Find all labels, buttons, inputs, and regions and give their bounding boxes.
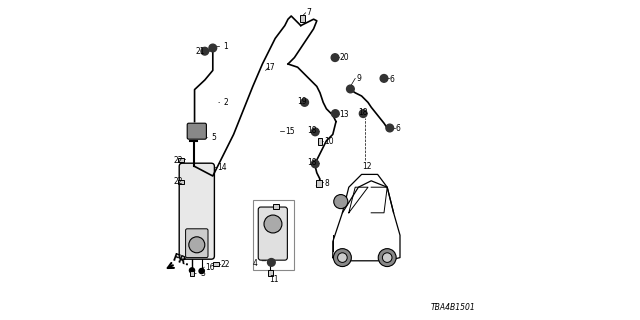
Bar — [273, 204, 279, 209]
Circle shape — [332, 110, 339, 117]
Text: 14: 14 — [217, 163, 227, 172]
Circle shape — [301, 99, 308, 106]
Text: 13: 13 — [339, 110, 349, 119]
Circle shape — [338, 253, 348, 262]
Circle shape — [199, 268, 204, 274]
Text: 1: 1 — [223, 42, 228, 51]
FancyBboxPatch shape — [187, 123, 206, 139]
Circle shape — [189, 268, 195, 273]
Circle shape — [332, 54, 339, 61]
Text: 11: 11 — [269, 276, 278, 284]
Text: 12: 12 — [362, 162, 372, 171]
Text: FR.: FR. — [170, 252, 191, 268]
Text: 22: 22 — [173, 177, 183, 186]
Text: 18: 18 — [358, 108, 367, 117]
Circle shape — [347, 85, 355, 93]
Bar — [316, 180, 322, 187]
Bar — [268, 270, 273, 276]
FancyBboxPatch shape — [179, 163, 214, 259]
Text: 8: 8 — [324, 179, 329, 188]
Text: TBA4B1501: TBA4B1501 — [431, 303, 475, 312]
Circle shape — [383, 253, 392, 262]
Bar — [317, 138, 323, 145]
Bar — [178, 180, 184, 184]
Bar — [190, 271, 194, 276]
Bar — [300, 15, 305, 22]
Circle shape — [380, 75, 388, 82]
Bar — [213, 262, 219, 266]
Text: 20: 20 — [339, 53, 349, 62]
Text: 6: 6 — [396, 124, 400, 133]
Text: 4: 4 — [253, 260, 258, 268]
Circle shape — [333, 249, 351, 267]
Text: 18: 18 — [307, 158, 317, 167]
Text: 5: 5 — [211, 133, 216, 142]
Text: 17: 17 — [266, 63, 275, 72]
Circle shape — [209, 44, 216, 52]
Circle shape — [360, 110, 367, 117]
Circle shape — [201, 47, 209, 55]
Text: 7: 7 — [307, 8, 312, 17]
Text: 19: 19 — [298, 97, 307, 106]
Text: 9: 9 — [356, 74, 361, 83]
Circle shape — [268, 259, 275, 266]
Circle shape — [189, 237, 205, 253]
Circle shape — [312, 160, 319, 168]
Circle shape — [386, 124, 394, 132]
Text: 10: 10 — [324, 137, 334, 146]
Text: 22: 22 — [221, 260, 230, 269]
Text: 22: 22 — [173, 156, 183, 164]
Circle shape — [334, 195, 348, 209]
Bar — [178, 158, 184, 162]
Text: 2: 2 — [223, 98, 228, 107]
Text: 6: 6 — [390, 75, 395, 84]
Circle shape — [378, 249, 396, 267]
Circle shape — [264, 215, 282, 233]
Circle shape — [312, 128, 319, 136]
Text: 21: 21 — [196, 47, 205, 56]
Text: 15: 15 — [285, 127, 294, 136]
Text: 3: 3 — [200, 269, 205, 278]
FancyBboxPatch shape — [259, 207, 287, 260]
Text: 16: 16 — [205, 263, 214, 272]
FancyBboxPatch shape — [186, 229, 208, 258]
Text: 18: 18 — [307, 126, 317, 135]
